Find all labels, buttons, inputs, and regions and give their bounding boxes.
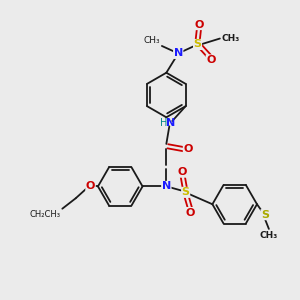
Text: O: O [178, 167, 188, 177]
Text: S: S [182, 188, 190, 197]
Text: O: O [194, 20, 204, 30]
Text: CH₃: CH₃ [260, 231, 278, 240]
Text: O: O [206, 55, 216, 65]
Text: CH₃: CH₃ [144, 36, 160, 45]
Text: S: S [194, 40, 202, 50]
Text: O: O [185, 208, 195, 218]
Text: N: N [166, 118, 175, 128]
Text: S: S [261, 210, 269, 220]
Text: O: O [183, 144, 193, 154]
Text: CH₂CH₃: CH₂CH₃ [30, 210, 61, 219]
Text: N: N [174, 48, 183, 59]
Text: N: N [162, 182, 171, 191]
Text: H: H [160, 118, 167, 128]
Text: O: O [86, 182, 95, 191]
Text: CH₃: CH₃ [221, 34, 240, 43]
